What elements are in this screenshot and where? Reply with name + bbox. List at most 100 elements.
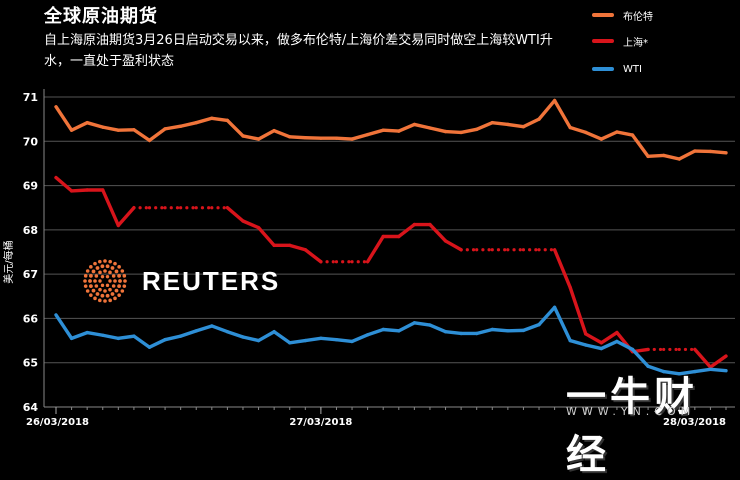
reuters-dot xyxy=(98,299,102,303)
line-segment-wti xyxy=(492,330,508,331)
line-segment-brent xyxy=(56,107,72,130)
line-segment-brent xyxy=(227,120,243,136)
reuters-dot xyxy=(106,264,110,268)
y-tick-label: 69 xyxy=(23,180,38,193)
line-segment-wti xyxy=(539,307,555,324)
line-segment-brent xyxy=(134,130,150,141)
line-segment-brent xyxy=(274,131,290,137)
line-segment-brent xyxy=(181,123,197,127)
line-segment-wti xyxy=(305,338,321,340)
line-segment-shanghai xyxy=(586,334,602,343)
line-segment-shanghai xyxy=(103,190,119,225)
line-segment-wti xyxy=(181,331,197,336)
reuters-dot xyxy=(95,284,99,288)
reuters-dot xyxy=(111,292,115,296)
line-segment-brent xyxy=(492,123,508,125)
watermark-brand: 一牛财经 xyxy=(566,364,740,480)
line-segment-brent xyxy=(601,132,617,139)
line-segment-brent xyxy=(383,130,399,131)
y-tick-label: 64 xyxy=(23,401,39,414)
reuters-dot xyxy=(121,289,125,293)
reuters-dot xyxy=(98,260,102,264)
line-segment-brent xyxy=(446,132,462,133)
line-segment-brent xyxy=(570,128,586,133)
line-segment-brent xyxy=(87,123,103,127)
line-segment-shanghai xyxy=(368,237,384,262)
reuters-dot xyxy=(123,279,127,283)
line-segment-shanghai xyxy=(305,250,321,262)
reuters-dot xyxy=(118,279,122,283)
reuters-dot xyxy=(84,284,88,288)
line-segment-wti xyxy=(87,333,103,336)
line-segment-brent xyxy=(477,123,493,130)
reuters-dot xyxy=(115,269,119,273)
reuters-dot xyxy=(98,288,102,292)
line-segment-wti xyxy=(523,325,539,331)
line-segment-wti xyxy=(414,323,430,325)
reuters-dot xyxy=(111,266,115,270)
line-segment-wti xyxy=(555,307,571,340)
line-segment-wti xyxy=(196,326,212,331)
line-segment-brent xyxy=(149,129,165,141)
reuters-dot xyxy=(98,279,101,282)
y-axis-label: 美元/每桶 xyxy=(2,240,15,283)
reuters-dot xyxy=(95,274,99,278)
line-segment-brent xyxy=(165,126,181,129)
reuters-dot xyxy=(83,279,87,283)
reuters-dot xyxy=(101,294,105,298)
reuters-dot xyxy=(117,284,121,288)
reuters-dot xyxy=(84,274,88,278)
line-segment-wti xyxy=(399,323,415,331)
reuters-dot xyxy=(101,264,105,268)
line-segment-wti xyxy=(477,330,493,334)
reuters-dot xyxy=(86,269,90,273)
reuters-dot xyxy=(103,259,107,263)
line-segment-wti xyxy=(290,341,306,343)
reuters-dot xyxy=(93,297,97,301)
reuters-dot xyxy=(113,279,117,283)
line-segment-wti xyxy=(149,340,165,348)
line-segment-wti xyxy=(274,332,290,343)
line-segment-brent xyxy=(103,127,119,130)
x-tick-label: 27/03/2018 xyxy=(289,417,352,428)
reuters-dot xyxy=(121,269,125,273)
reuters-dot xyxy=(115,289,119,293)
line-segment-wti xyxy=(570,341,586,345)
reuters-dot xyxy=(123,284,127,288)
watermark-url: WWW.YN.COM xyxy=(566,405,695,418)
reuters-dot xyxy=(106,294,110,298)
line-segment-brent xyxy=(352,135,368,139)
line-segment-wti xyxy=(72,333,88,339)
y-tick-label: 65 xyxy=(23,357,38,370)
reuters-wordmark: REUTERS xyxy=(142,266,280,297)
line-segment-wti xyxy=(243,337,259,341)
line-segment-wti xyxy=(336,340,352,342)
line-segment-brent xyxy=(336,138,352,139)
line-segment-shanghai xyxy=(430,225,446,241)
reuters-dot xyxy=(101,275,104,278)
reuters-dot xyxy=(112,284,116,288)
line-segment-brent xyxy=(633,135,649,156)
reuters-dot xyxy=(108,271,112,275)
line-segment-wti xyxy=(134,336,150,347)
line-segment-shanghai xyxy=(555,250,571,288)
line-segment-brent xyxy=(710,151,726,152)
line-segment-shanghai xyxy=(243,221,259,228)
reuters-dot xyxy=(92,269,96,273)
line-segment-brent xyxy=(555,101,571,128)
reuters-dot xyxy=(88,279,92,283)
reuters-dot xyxy=(103,299,107,303)
line-segment-wti xyxy=(212,326,228,332)
reuters-dot xyxy=(89,293,93,297)
line-segment-wti xyxy=(103,335,119,338)
line-segment-brent xyxy=(368,130,384,134)
line-segment-wti xyxy=(383,330,399,331)
reuters-dot xyxy=(89,265,93,269)
y-tick-label: 66 xyxy=(23,312,39,325)
reuters-dot xyxy=(89,284,93,288)
line-segment-shanghai xyxy=(399,225,415,237)
line-segment-wti xyxy=(227,332,243,337)
grid xyxy=(44,97,735,407)
line-segment-brent xyxy=(648,155,664,156)
